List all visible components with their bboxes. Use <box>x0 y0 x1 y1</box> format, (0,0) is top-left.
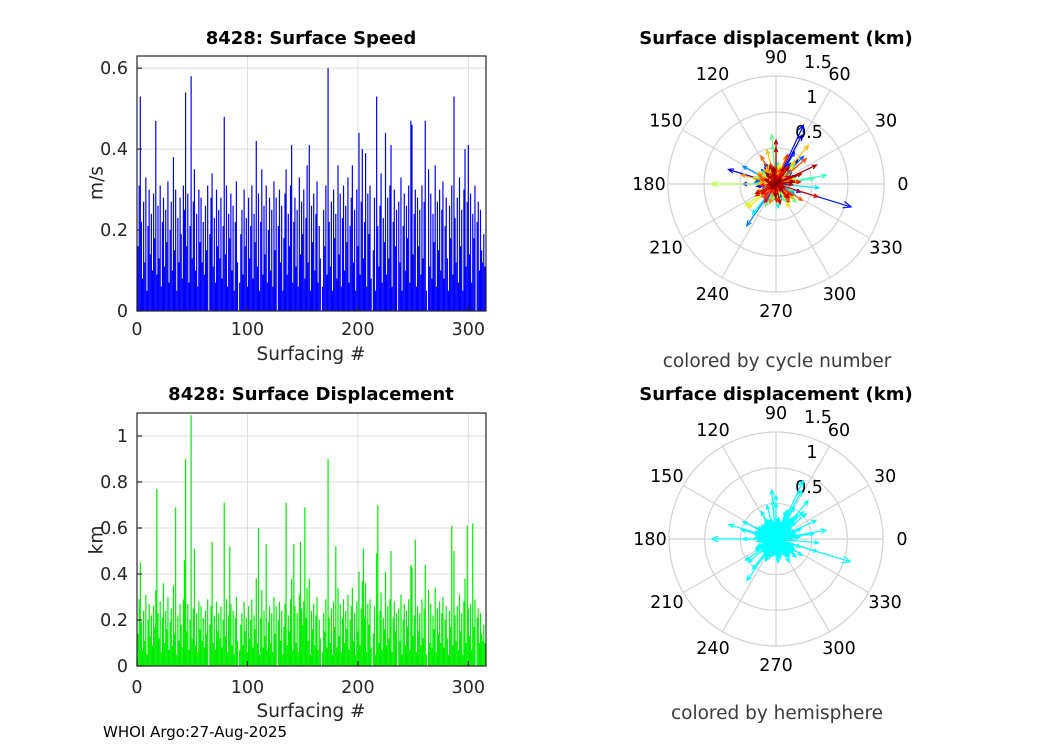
svg-text:200: 200 <box>341 320 374 340</box>
svg-text:1: 1 <box>806 88 817 108</box>
svg-text:330: 330 <box>869 239 902 259</box>
svg-text:30: 30 <box>875 112 897 132</box>
svg-text:0.4: 0.4 <box>100 140 128 160</box>
polar_cycle-arrows <box>709 123 853 228</box>
svg-text:0: 0 <box>117 302 128 322</box>
svg-text:100: 100 <box>231 678 264 698</box>
svg-text:300: 300 <box>452 320 485 340</box>
svg-text:210: 210 <box>650 593 683 613</box>
speed-chart-title: 8428: Surface Speed <box>205 28 417 49</box>
svg-text:0.4: 0.4 <box>100 565 128 585</box>
svg-text:0.6: 0.6 <box>100 59 128 79</box>
svg-text:0: 0 <box>117 657 128 677</box>
svg-text:0.6: 0.6 <box>100 519 128 539</box>
svg-text:1.5: 1.5 <box>804 408 832 428</box>
svg-text:270: 270 <box>759 656 792 676</box>
svg-text:0.2: 0.2 <box>100 221 128 241</box>
speed-chart: 0 100 200 300 0 0.2 0.4 0.6 <box>100 55 487 340</box>
svg-text:200: 200 <box>341 678 374 698</box>
displacement-x-axis-label: Surfacing # <box>256 701 366 722</box>
svg-text:120: 120 <box>696 65 729 85</box>
displacement-chart-title: 8428: Surface Displacement <box>168 384 454 405</box>
svg-text:1: 1 <box>117 427 128 447</box>
svg-text:1.5: 1.5 <box>804 53 832 73</box>
displacement-y-axis-label: km <box>86 525 108 555</box>
svg-text:0.8: 0.8 <box>100 473 128 493</box>
svg-text:330: 330 <box>868 593 901 613</box>
polar-bottom-title: Surface displacement (km) <box>639 384 913 405</box>
svg-text:300: 300 <box>822 639 855 659</box>
svg-text:1: 1 <box>806 443 817 463</box>
speed-bars <box>137 68 486 312</box>
svg-text:150: 150 <box>650 467 683 487</box>
svg-text:150: 150 <box>649 112 682 132</box>
svg-text:300: 300 <box>823 285 856 305</box>
displacement-chart: 0 100 200 300 0 0.2 0.4 0.6 0.8 1 <box>100 412 487 698</box>
svg-text:180: 180 <box>632 175 665 195</box>
svg-text:240: 240 <box>696 639 729 659</box>
displacement-bars <box>137 415 486 666</box>
svg-text:180: 180 <box>633 530 666 550</box>
polar-top-caption: colored by cycle number <box>662 351 892 372</box>
svg-text:0: 0 <box>131 320 142 340</box>
polar_hemisphere-arrows <box>710 479 852 582</box>
svg-text:120: 120 <box>696 421 729 441</box>
svg-text:90: 90 <box>765 48 787 68</box>
svg-text:30: 30 <box>874 467 896 487</box>
figure-footer: WHOI Argo:27-Aug-2025 <box>103 723 288 741</box>
svg-text:210: 210 <box>649 239 682 259</box>
polar-bottom-caption: colored by hemisphere <box>670 703 884 724</box>
svg-text:0: 0 <box>896 530 907 550</box>
svg-text:270: 270 <box>759 302 792 322</box>
speed-y-axis-label: m/s <box>86 166 108 200</box>
polar-top-title: Surface displacement (km) <box>639 28 913 49</box>
svg-text:60: 60 <box>828 65 850 85</box>
svg-text:100: 100 <box>231 320 264 340</box>
svg-text:90: 90 <box>765 404 787 424</box>
svg-text:0: 0 <box>897 175 908 195</box>
svg-text:0: 0 <box>131 678 142 698</box>
svg-text:0.2: 0.2 <box>100 611 128 631</box>
svg-text:60: 60 <box>828 421 850 441</box>
svg-text:240: 240 <box>696 285 729 305</box>
svg-text:300: 300 <box>452 678 485 698</box>
speed-x-axis-label: Surfacing # <box>256 344 366 365</box>
